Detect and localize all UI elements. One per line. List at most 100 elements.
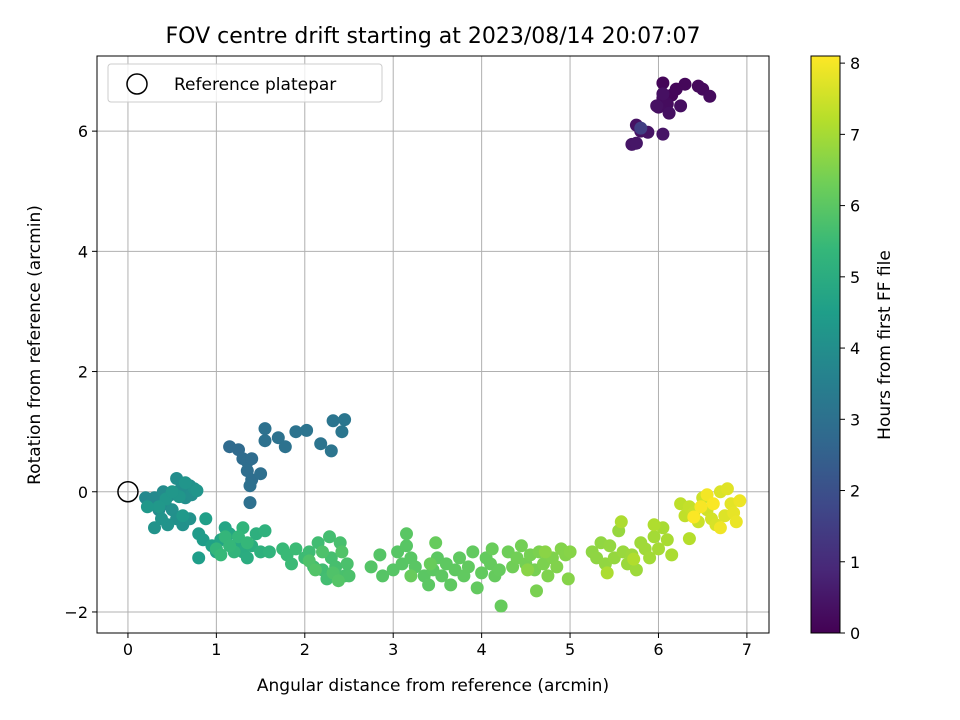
x-tick-label: 3 <box>388 640 398 659</box>
data-point <box>461 560 475 574</box>
data-point <box>665 548 679 562</box>
data-point <box>656 87 670 101</box>
x-tick-label: 0 <box>123 640 133 659</box>
data-point <box>514 539 528 553</box>
data-point <box>643 551 657 565</box>
data-point <box>285 557 298 571</box>
data-point <box>629 136 643 150</box>
data-point <box>466 545 480 559</box>
data-point <box>308 563 322 577</box>
data-point <box>278 440 292 454</box>
data-point <box>656 127 670 141</box>
data-point <box>289 425 303 439</box>
data-point <box>254 467 268 481</box>
data-point <box>694 500 708 514</box>
data-point <box>494 599 508 613</box>
data-point <box>214 548 228 562</box>
legend-entry-reference: Reference platepar <box>174 75 336 95</box>
data-point <box>192 551 206 565</box>
reference-point <box>117 481 139 503</box>
data-point <box>400 527 413 541</box>
x-tick-label: 5 <box>565 640 575 659</box>
data-point <box>245 452 259 466</box>
data-point <box>324 444 338 458</box>
x-axis-ticks: 0 1 2 3 4 5 6 7 <box>123 633 752 659</box>
data-point <box>302 545 316 559</box>
data-point <box>422 578 436 592</box>
data-point <box>703 89 717 103</box>
data-point <box>647 530 661 544</box>
grid <box>97 56 769 633</box>
data-point <box>340 557 354 571</box>
colorbar-tick-label: 2 <box>850 482 860 501</box>
data-point <box>627 552 641 566</box>
data-point <box>563 545 577 559</box>
data-point <box>376 569 390 583</box>
data-point <box>165 485 179 499</box>
x-tick-label: 4 <box>477 640 487 659</box>
data-point <box>660 533 674 547</box>
y-axis-label: Rotation from reference (arcmin) <box>25 205 45 485</box>
x-tick-label: 7 <box>742 640 752 659</box>
data-point <box>485 542 499 556</box>
data-point <box>614 515 628 529</box>
data-point <box>258 422 272 436</box>
data-point <box>152 500 166 514</box>
data-point <box>190 484 204 498</box>
data-point <box>429 536 443 550</box>
colorbar-tick-label: 1 <box>850 553 860 572</box>
data-point <box>199 512 213 526</box>
colorbar-ticks: 0 1 2 3 4 5 6 7 8 <box>840 54 860 643</box>
data-points <box>117 76 747 613</box>
colorbar-frame <box>810 55 841 634</box>
data-point <box>720 482 734 496</box>
y-tick-label: −2 <box>64 603 88 622</box>
data-point <box>423 557 437 571</box>
data-point <box>470 581 484 595</box>
colorbar-tick-label: 3 <box>850 410 860 429</box>
data-point <box>492 563 506 577</box>
colorbar: 0 1 2 3 4 5 6 7 8 Hours from first FF file <box>810 54 895 643</box>
data-point <box>733 494 747 508</box>
data-point <box>140 500 154 514</box>
data-point <box>300 423 314 437</box>
y-tick-label: 0 <box>78 483 88 502</box>
data-point <box>335 545 349 559</box>
y-tick-label: 4 <box>78 242 88 261</box>
data-point <box>373 548 387 562</box>
chart-title: FOV centre drift starting at 2023/08/14 … <box>166 24 701 49</box>
data-point <box>629 563 643 577</box>
legend-box <box>107 63 383 103</box>
data-point <box>444 578 458 592</box>
data-point <box>561 572 575 586</box>
data-point <box>729 515 743 529</box>
data-point <box>541 569 555 583</box>
data-point <box>706 497 720 511</box>
data-point <box>258 524 272 538</box>
data-point <box>243 496 257 510</box>
y-tick-label: 2 <box>78 363 88 382</box>
data-point <box>404 569 418 583</box>
data-point <box>316 545 329 559</box>
legend: Reference platepar <box>107 63 383 103</box>
colorbar-tick-label: 5 <box>850 268 860 287</box>
x-tick-label: 2 <box>300 640 310 659</box>
colorbar-tick-label: 8 <box>850 54 860 73</box>
data-point <box>289 542 303 556</box>
data-point <box>475 566 489 580</box>
data-point <box>243 479 257 493</box>
data-point <box>240 551 254 565</box>
x-tick-label: 1 <box>211 640 221 659</box>
data-point <box>342 569 356 583</box>
data-point <box>600 566 614 580</box>
data-point <box>258 434 272 448</box>
data-point <box>530 584 543 598</box>
data-point <box>178 476 192 490</box>
y-tick-label: 6 <box>78 122 88 141</box>
data-point <box>713 521 727 535</box>
colorbar-gradient <box>811 56 840 633</box>
data-point <box>662 106 676 120</box>
y-axis-ticks: −2 0 2 4 6 <box>64 122 97 622</box>
